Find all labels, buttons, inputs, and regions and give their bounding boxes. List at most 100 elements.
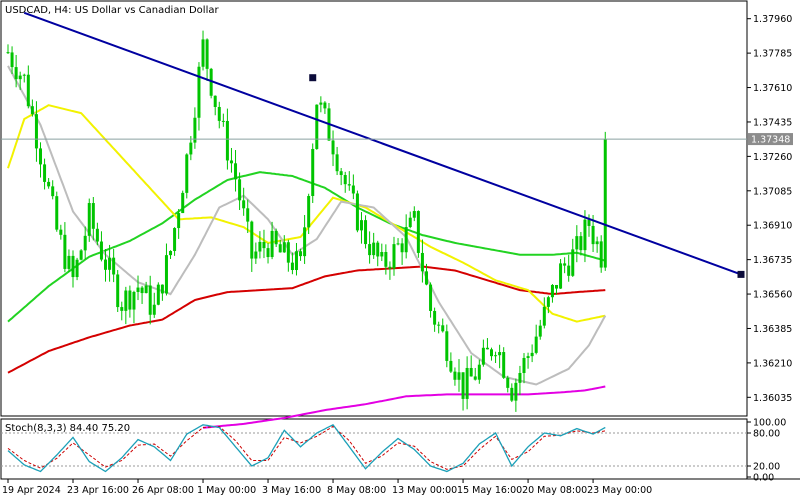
candle-body [99,241,103,260]
candle-body [449,360,453,372]
trendline-anchor[interactable] [737,270,745,278]
candle-body [522,357,526,374]
candle-body [307,195,311,228]
candle-body [136,287,140,292]
candle-body [173,228,177,251]
candle-body [311,148,315,196]
time-tick-label: 1 May 00:00 [197,485,256,496]
candle-body [384,251,388,267]
candle-body [22,74,26,76]
price-tick-label: 1.37260 [753,152,792,163]
candle-body [331,140,335,155]
price-tick-label: 1.36210 [753,358,792,369]
candle-body [603,139,607,268]
candle-body [542,306,546,326]
candle-body [404,227,408,253]
candle-body [124,290,128,311]
candle-body [266,248,270,258]
time-tick-label: 13 May 00:00 [392,485,457,496]
candle-body [193,117,197,143]
candlesticks [6,30,607,412]
candle-body [587,219,591,226]
trendline-anchor[interactable] [309,74,317,82]
candle-body [221,120,225,122]
candle-body [416,211,420,253]
candle-body [148,285,152,315]
candle-body [351,185,355,194]
candle-body [453,371,457,380]
candle-body [217,106,221,121]
current-price-group: 1.37348 [1,133,793,146]
candle-body [465,367,469,399]
candle-body [108,257,112,270]
candle-body [485,347,489,350]
candle-body [152,304,156,315]
candle-body [559,263,563,289]
trendline[interactable] [23,11,742,276]
candle-body [433,310,437,325]
ma-yellow-line [7,104,606,323]
candle-body [412,211,416,218]
candle-body [47,181,51,187]
candle-body [599,241,603,268]
candle-body [132,291,136,310]
stoch-tick-label: 0.00 [753,473,774,484]
candle-body [457,372,461,380]
candle-body [359,220,363,231]
candle-body [571,249,575,276]
stoch-label: Stoch(8,3,3) 84.40 75.20 [5,423,130,434]
candle-body [6,52,10,54]
candle-body [79,250,83,260]
candle-body [481,347,485,365]
candle-body [225,120,229,161]
candle-body [18,75,22,80]
candle-body [164,255,168,294]
chart-title: USDCAD, H4: US Dollar vs Canadian Dollar [5,5,219,16]
stoch-tick-label: 100.00 [753,418,786,429]
trendline-group[interactable] [23,11,745,278]
candle-body [424,271,428,285]
candle-body [364,220,368,245]
candle-body [355,193,359,231]
price-tick-label: 1.36735 [753,255,792,266]
candle-body [506,377,510,388]
candle-body [388,266,392,269]
candle-body [429,284,433,311]
candle-body [238,179,242,201]
candle-body [575,236,579,250]
candle-body [530,352,534,357]
candle-body [140,287,144,294]
price-tick-label: 1.37960 [753,14,792,25]
current-price-box [748,133,793,146]
candle-body [400,243,404,253]
time-tick-label: 20 May 08:00 [522,485,587,496]
time-tick-label: 8 May 08:00 [327,485,386,496]
stoch-main-line [7,423,606,473]
candle-body [392,244,396,269]
candle-body [274,230,278,245]
candle-body [120,307,124,311]
candle-body [477,364,481,380]
candle-body [242,200,246,209]
stoch-tick-label: 80.00 [753,429,780,440]
candle-body [323,102,327,109]
candle-body [51,186,55,197]
candle-body [181,192,185,214]
candle-body [83,235,87,251]
candle-body [347,184,351,186]
candle-body [201,39,205,67]
price-tick-label: 1.37610 [753,83,792,94]
candle-body [408,217,412,228]
candle-body [71,255,75,278]
current-price-label: 1.37348 [751,135,790,146]
time-tick-label: 23 May 00:00 [587,485,652,496]
candle-body [144,285,148,294]
candle-body [579,236,583,251]
candle-body [510,387,514,401]
candle-body [91,203,95,229]
candle-body [213,95,217,107]
candle-body [55,196,59,230]
candle-body [160,284,164,294]
